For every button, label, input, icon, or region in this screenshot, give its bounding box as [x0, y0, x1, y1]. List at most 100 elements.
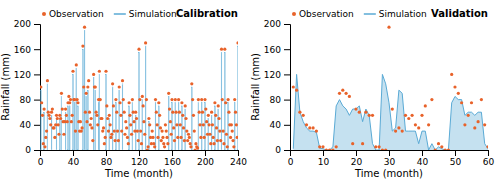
point	[196, 147, 199, 150]
point	[341, 89, 344, 92]
bar	[198, 150, 200, 151]
point	[101, 130, 104, 133]
y-tick-mark	[284, 125, 290, 126]
point	[148, 123, 151, 126]
x-tick-label: 200	[197, 157, 214, 167]
point	[47, 111, 50, 114]
y-axis-title: Rainfall (mm)	[250, 53, 261, 121]
point	[95, 114, 98, 117]
point	[358, 111, 361, 114]
point	[160, 139, 163, 142]
series-bar	[40, 30, 238, 150]
point	[166, 142, 169, 145]
y-tick-mark	[34, 49, 40, 50]
bar	[228, 150, 230, 151]
x-tick-mark	[238, 150, 239, 156]
x-tick: 30	[384, 150, 396, 167]
point	[103, 142, 106, 145]
point	[202, 123, 205, 126]
point	[90, 126, 93, 129]
bar	[136, 150, 138, 151]
bar	[188, 150, 190, 151]
bar	[47, 84, 49, 150]
point	[381, 148, 384, 150]
bar	[51, 115, 53, 150]
bar	[80, 150, 82, 151]
bar	[79, 150, 81, 151]
point	[345, 92, 348, 95]
point	[86, 85, 89, 88]
bar	[172, 150, 174, 151]
bar	[100, 150, 102, 151]
y-tick-label: 200	[14, 19, 31, 29]
point	[109, 136, 112, 139]
point	[173, 139, 176, 142]
x-tick-label: 40	[417, 157, 429, 167]
legend-swatch	[42, 12, 46, 16]
point	[417, 126, 420, 129]
point	[450, 73, 453, 76]
y-tick-mark	[34, 150, 40, 151]
x-tick-label: 240	[230, 157, 247, 167]
bar	[219, 150, 221, 151]
point	[94, 85, 97, 88]
bar	[122, 84, 124, 150]
bar	[198, 103, 200, 150]
point	[397, 126, 400, 129]
bar	[151, 150, 153, 151]
bar	[124, 150, 126, 151]
bar	[234, 103, 236, 150]
bar	[164, 150, 166, 151]
bar	[222, 150, 224, 151]
y-tick: 0	[25, 145, 40, 155]
point	[112, 104, 115, 107]
y-tick: 120	[14, 70, 40, 80]
bar	[78, 150, 80, 151]
x-axis: 0102030405060	[288, 150, 495, 167]
point	[72, 98, 75, 101]
point	[158, 114, 161, 117]
point	[315, 130, 318, 133]
point	[137, 48, 140, 51]
point	[193, 130, 196, 133]
bar	[168, 96, 170, 150]
point	[129, 123, 132, 126]
point	[387, 26, 390, 29]
point	[235, 123, 238, 126]
point	[114, 98, 117, 101]
y-tick-mark	[284, 100, 290, 101]
x-tick-mark	[389, 150, 390, 156]
point	[44, 136, 47, 139]
y-tick-label: 40	[270, 120, 282, 130]
legend-label: Observation	[49, 9, 104, 19]
point	[134, 111, 137, 114]
bar	[110, 150, 112, 151]
y-axis-title: Rainfall (mm)	[0, 53, 11, 121]
point	[124, 120, 127, 123]
bar	[176, 150, 178, 151]
bar	[163, 150, 165, 151]
series-scatter	[292, 26, 488, 150]
point	[107, 130, 110, 133]
point	[113, 139, 116, 142]
bar	[201, 103, 203, 150]
x-tick-mark	[488, 150, 489, 156]
point	[197, 98, 200, 101]
point	[236, 136, 238, 139]
point	[152, 142, 155, 145]
bar	[96, 150, 98, 151]
point	[106, 117, 109, 120]
point	[118, 85, 121, 88]
bar	[170, 150, 172, 151]
bar	[129, 150, 131, 151]
point	[351, 142, 354, 145]
point	[233, 98, 236, 101]
point	[135, 117, 138, 120]
y-axis: 04080120160200	[14, 19, 41, 155]
bar	[80, 150, 82, 151]
bar	[221, 150, 223, 151]
point	[292, 85, 295, 88]
point	[200, 98, 203, 101]
point	[211, 123, 214, 126]
y-tick: 40	[20, 120, 40, 130]
